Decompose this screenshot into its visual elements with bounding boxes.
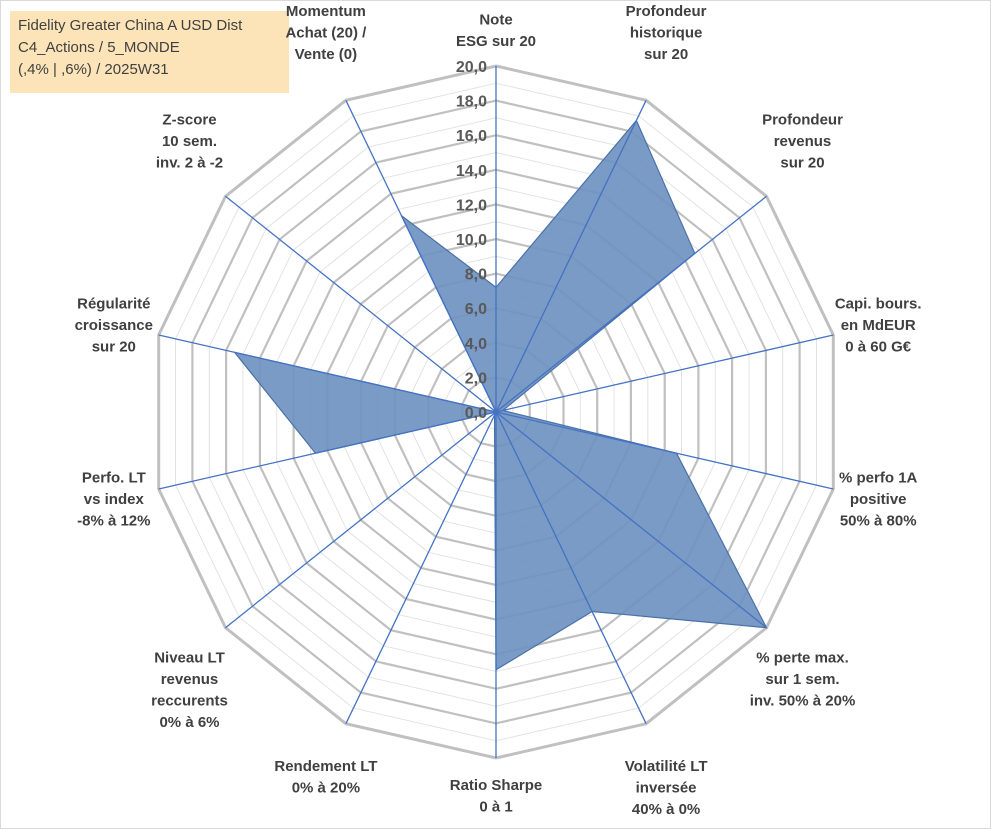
axis-spoke-9 <box>225 411 497 629</box>
axis-label-line: Vente (0) <box>295 46 358 63</box>
axis-label-line: inv. 50% à 20% <box>750 692 856 709</box>
axis-label-line: -8% à 12% <box>77 513 150 530</box>
axis-label-line: 0% à 6% <box>159 714 219 731</box>
axis-label-line: Ratio Sharpe <box>450 777 543 794</box>
axis-label-10: Perfo. LT vs index -8% à 12% <box>77 470 150 530</box>
axis-spoke-13 <box>345 100 497 413</box>
axis-label-line: % perfo 1A <box>839 470 918 487</box>
axis-label-1: Profondeur historique sur 20 <box>626 3 707 63</box>
axis-label-line: reccurents <box>151 692 228 709</box>
title-line-2: C4_Actions / 5_MONDE <box>18 39 180 56</box>
axis-label-line: sur 20 <box>780 155 824 172</box>
label-layer: Note ESG sur 20 Profondeur historique sur 20… <box>75 3 922 818</box>
axis-label-line: revenus <box>161 671 219 688</box>
axis-label-13: Momentum Achat (20) / Vente (0) <box>285 3 367 63</box>
axis-label-line: Régularité <box>77 295 150 312</box>
axis-label-line: Perfo. LT <box>82 470 146 487</box>
axis-label-line: Momentum <box>286 3 366 20</box>
axis-label-4: % perfo 1A positive 50% à 80% <box>839 470 918 530</box>
axis-label-line: inversée <box>636 780 697 797</box>
axis-spoke-6 <box>495 411 647 724</box>
axis-spoke-1 <box>495 100 647 413</box>
axis-spoke-8 <box>345 411 497 724</box>
axis-label-line: Capi. bours. <box>835 295 922 312</box>
axis-label-0: Note ESG sur 20 <box>456 12 536 51</box>
tick-label: 16,0 <box>456 128 487 145</box>
title-line-3: (,4% | ,6%) / 2025W31 <box>18 61 169 78</box>
axis-label-line: Achat (20) / <box>285 24 367 41</box>
axis-label-9: Niveau LT revenus reccurents 0% à 6% <box>151 649 228 731</box>
axis-label-line: Note <box>479 12 512 29</box>
axis-label-line: inv. 2 à -2 <box>156 155 223 172</box>
axis-label-line: vs index <box>84 491 145 508</box>
axis-spoke-4 <box>495 411 834 490</box>
chart-title-box: Fidelity Greater China A USD Dist C4_Act… <box>10 11 289 93</box>
tick-label: 18,0 <box>456 94 487 111</box>
axis-label-line: ESG sur 20 <box>456 33 536 50</box>
axis-label-11: Régularité croissance sur 20 <box>75 295 153 355</box>
axis-spoke-5 <box>495 411 767 629</box>
axis-label-3: Capi. bours. en MdEUR 0 à 60 G€ <box>835 295 922 355</box>
tick-label: 8,0 <box>465 267 487 284</box>
spoke-layer <box>158 66 834 758</box>
axis-label-line: Profondeur <box>626 3 707 20</box>
axis-label-7: Ratio Sharpe 0 à 1 <box>450 777 543 816</box>
tick-label: 14,0 <box>456 163 487 180</box>
axis-spoke-12 <box>225 195 497 413</box>
axis-label-line: 40% à 0% <box>632 801 700 818</box>
axis-spoke-2 <box>495 195 767 413</box>
series-layer <box>233 119 768 671</box>
series-area <box>233 119 768 671</box>
tick-layer: 0,0 2,0 4,0 6,0 8,0 10,0 12,0 14,0 16,0 18,0 20,0 <box>456 59 487 422</box>
axis-label-line: Z-score <box>162 112 216 129</box>
axis-label-5: % perte max. sur 1 sem. inv. 50% à 20% <box>750 649 856 709</box>
axis-label-line: revenus <box>774 133 832 150</box>
axis-label-8: Rendement LT 0% à 20% <box>274 758 377 797</box>
axis-label-6: Volatilité LT inversée 40% à 0% <box>625 758 708 818</box>
axis-spoke-10 <box>158 411 497 490</box>
axis-label-line: Niveau LT <box>154 649 225 666</box>
axis-spoke-3 <box>495 334 834 413</box>
axis-label-line: en MdEUR <box>841 317 916 334</box>
axis-label-line: sur 1 sem. <box>765 671 839 688</box>
axis-label-line: croissance <box>75 317 153 334</box>
axis-label-line: 50% à 80% <box>840 513 917 530</box>
tick-label: 6,0 <box>465 301 487 318</box>
title-line-1: Fidelity Greater China A USD Dist <box>18 17 243 34</box>
axis-label-line: % perte max. <box>756 649 849 666</box>
tick-label: 10,0 <box>456 232 487 249</box>
axis-label-line: 0 à 60 G€ <box>845 338 912 355</box>
tick-label: 12,0 <box>456 197 487 214</box>
axis-label-line: Profondeur <box>762 112 843 129</box>
axis-label-line: Volatilité LT <box>625 758 708 775</box>
axis-label-12: Z-score 10 sem. inv. 2 à -2 <box>156 112 223 172</box>
axis-label-line: sur 20 <box>644 46 688 63</box>
axis-spoke-11 <box>158 334 497 413</box>
tick-label: 0,0 <box>465 405 487 422</box>
axis-label-line: 0 à 1 <box>479 799 512 816</box>
axis-label-line: Rendement LT <box>274 758 377 775</box>
axis-label-line: historique <box>630 24 703 41</box>
tick-label: 4,0 <box>465 336 487 353</box>
tick-label: 2,0 <box>465 370 487 387</box>
axis-label-line: 10 sem. <box>162 133 217 150</box>
axis-label-line: 0% à 20% <box>292 780 360 797</box>
tick-label: 20,0 <box>456 59 487 76</box>
axis-label-2: Profondeur revenus sur 20 <box>762 112 843 172</box>
axis-label-line: positive <box>850 491 907 508</box>
axis-label-line: sur 20 <box>92 338 136 355</box>
